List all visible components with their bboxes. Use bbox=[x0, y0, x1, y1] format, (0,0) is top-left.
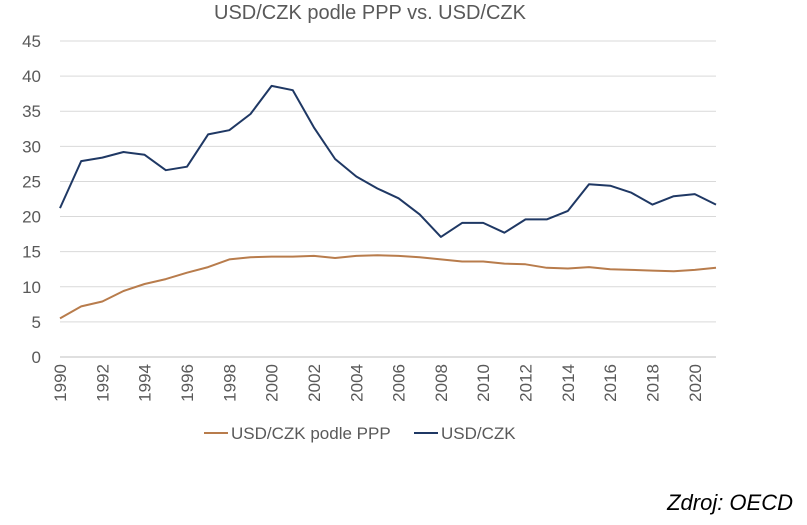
x-axis: 1990 1992 1994 1996 1998 2000 2002 2004 2006 2008… bbox=[51, 364, 705, 402]
y-tick-label-30: 30 bbox=[22, 137, 41, 156]
x-tick-label-1992: 1992 bbox=[93, 364, 112, 402]
x-tick-label-1996: 1996 bbox=[178, 364, 197, 402]
x-tick-label-2004: 2004 bbox=[347, 364, 366, 402]
y-tick-label-10: 10 bbox=[22, 278, 41, 297]
series-line-1 bbox=[59, 254, 717, 320]
x-tick-label-2000: 2000 bbox=[263, 364, 282, 402]
x-tick-label-1994: 1994 bbox=[136, 364, 155, 402]
chart-title: USD/CZK podle PPP vs. USD/CZK bbox=[214, 2, 527, 24]
y-tick-label-5: 5 bbox=[32, 313, 41, 332]
series-line-2 bbox=[59, 84, 717, 238]
x-tick-label-2006: 2006 bbox=[390, 364, 409, 402]
y-tick-label-20: 20 bbox=[22, 208, 41, 227]
x-tick-label-2018: 2018 bbox=[644, 364, 663, 402]
y-tick-label-35: 35 bbox=[22, 102, 41, 121]
x-tick-label-2008: 2008 bbox=[432, 364, 451, 402]
y-tick-label-25: 25 bbox=[22, 172, 41, 191]
y-tick-label-15: 15 bbox=[22, 243, 41, 262]
x-tick-label-2010: 2010 bbox=[474, 364, 493, 402]
x-tick-label-2014: 2014 bbox=[559, 364, 578, 402]
x-tick-label-1998: 1998 bbox=[220, 364, 239, 402]
y-tick-label-0: 0 bbox=[32, 348, 41, 367]
source-note: Zdroj: OECD bbox=[667, 490, 793, 515]
y-tick-label-40: 40 bbox=[22, 67, 41, 86]
x-tick-label-2012: 2012 bbox=[517, 364, 536, 402]
x-tick-label-1990: 1990 bbox=[51, 364, 70, 402]
legend-label-1: USD/CZK podle PPP bbox=[231, 424, 391, 443]
legend: USD/CZK podle PPP USD/CZK bbox=[204, 424, 516, 443]
y-axis: 0 5 10 15 20 25 30 35 40 45 bbox=[22, 32, 41, 367]
x-tick-label-2020: 2020 bbox=[686, 364, 705, 402]
x-tick-label-2016: 2016 bbox=[601, 364, 620, 402]
series-lines bbox=[59, 84, 717, 320]
gridlines bbox=[60, 40, 716, 358]
y-tick-label-45: 45 bbox=[22, 32, 41, 51]
x-tick-label-2002: 2002 bbox=[305, 364, 324, 402]
legend-label-2: USD/CZK bbox=[441, 424, 516, 443]
